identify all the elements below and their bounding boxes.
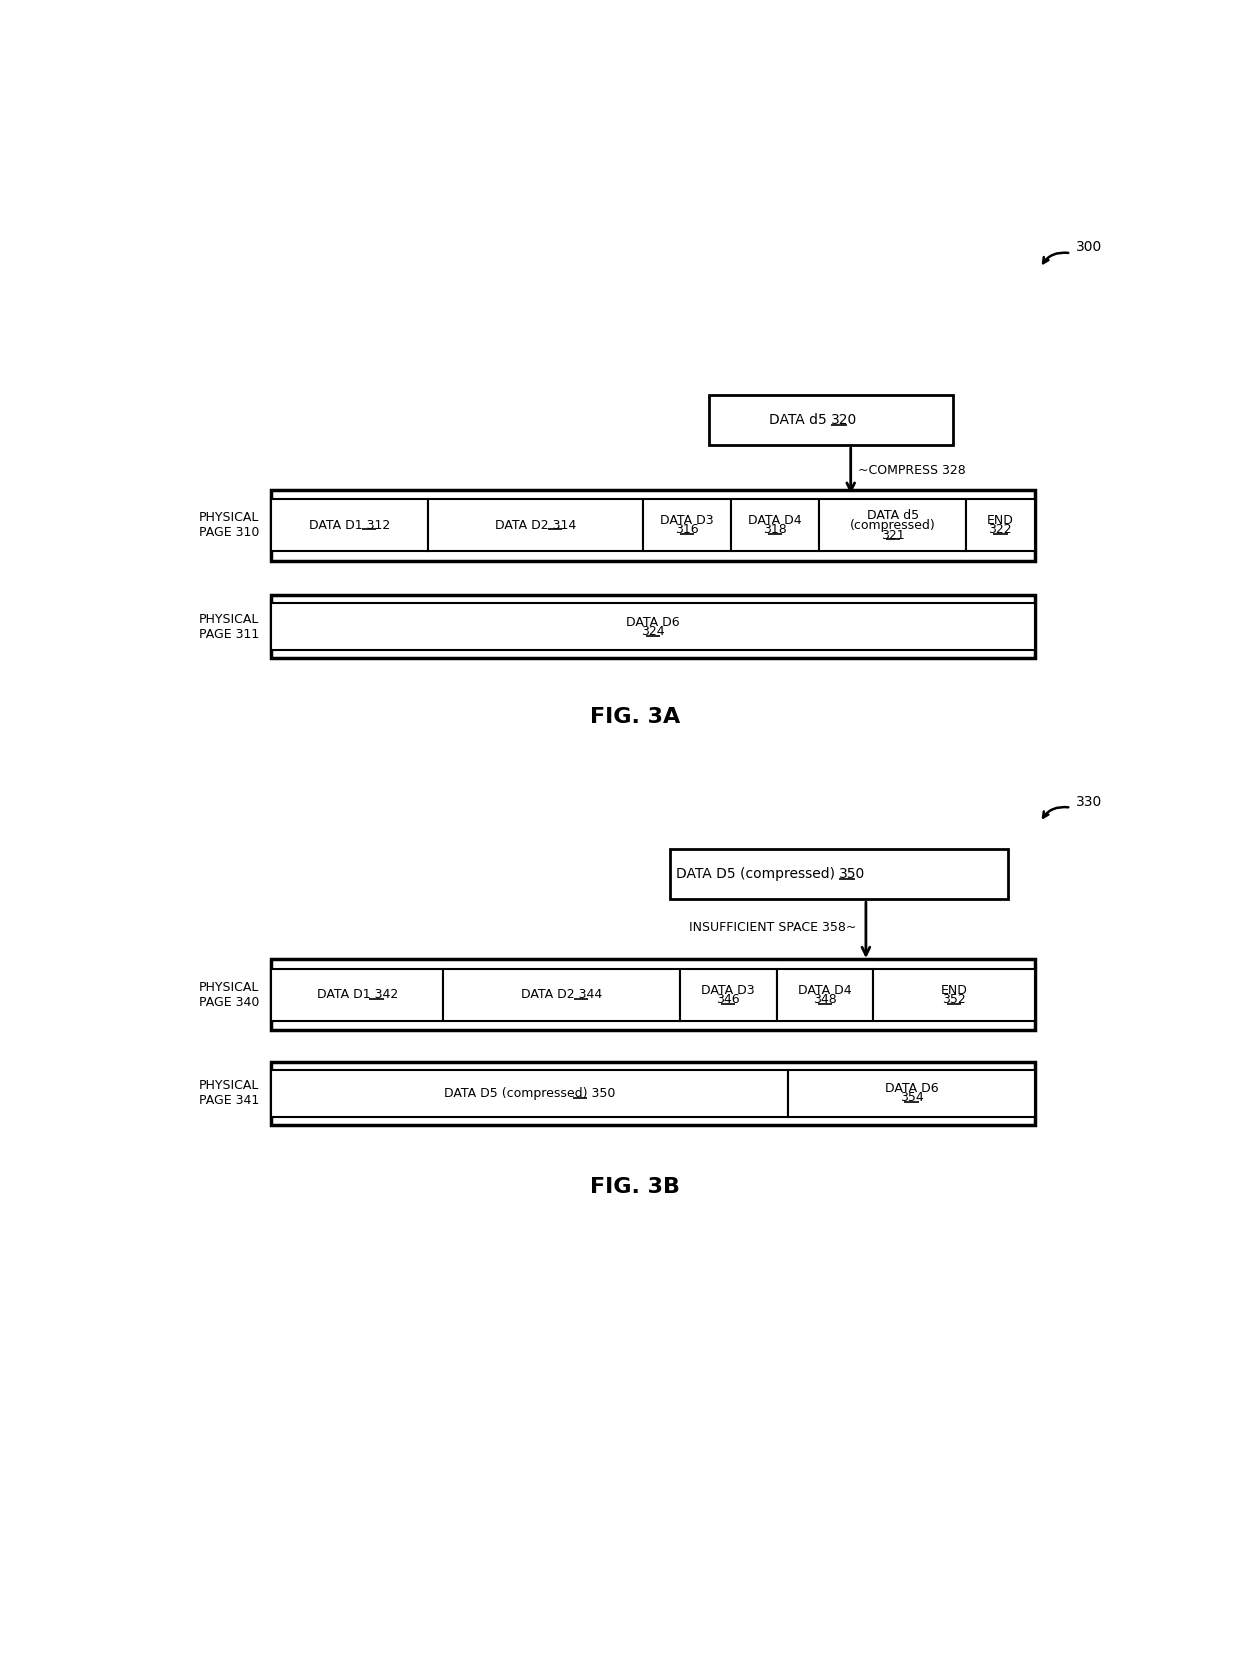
Text: 346: 346 — [717, 993, 740, 1006]
Text: DATA D4: DATA D4 — [799, 983, 852, 996]
Text: 321: 321 — [880, 528, 904, 541]
Bar — [443, 968, 680, 1021]
Text: 316: 316 — [676, 523, 699, 536]
Text: 320: 320 — [831, 414, 857, 427]
Text: DATA D1 312: DATA D1 312 — [309, 518, 391, 531]
Text: 330: 330 — [1076, 794, 1102, 809]
Text: 324: 324 — [641, 626, 665, 637]
Bar — [709, 396, 954, 445]
Bar — [272, 490, 1034, 561]
Text: PHYSICAL
PAGE 341: PHYSICAL PAGE 341 — [200, 1079, 259, 1107]
Text: FIG. 3B: FIG. 3B — [590, 1177, 681, 1197]
Bar — [272, 604, 1034, 650]
Text: PHYSICAL
PAGE 311: PHYSICAL PAGE 311 — [200, 612, 259, 640]
Text: DATA D1 342: DATA D1 342 — [316, 988, 398, 1001]
Bar — [732, 498, 820, 551]
Text: 350: 350 — [839, 867, 866, 880]
Bar — [272, 968, 443, 1021]
Text: DATA d5: DATA d5 — [769, 414, 831, 427]
Text: DATA D3: DATA D3 — [661, 515, 714, 526]
Text: DATA d5: DATA d5 — [867, 510, 919, 523]
Text: DATA D2 344: DATA D2 344 — [521, 988, 603, 1001]
Bar — [272, 596, 1034, 659]
Bar — [680, 968, 776, 1021]
Text: PHYSICAL
PAGE 340: PHYSICAL PAGE 340 — [200, 981, 259, 1010]
Bar — [776, 968, 873, 1021]
Text: PHYSICAL
PAGE 310: PHYSICAL PAGE 310 — [200, 511, 259, 540]
Text: DATA D3: DATA D3 — [702, 983, 755, 996]
Text: (compressed): (compressed) — [849, 518, 936, 531]
Text: 300: 300 — [1076, 240, 1102, 255]
Text: FIG. 3A: FIG. 3A — [590, 707, 681, 727]
Text: 352: 352 — [942, 993, 966, 1006]
Text: DATA D2 314: DATA D2 314 — [495, 518, 577, 531]
Text: DATA D6: DATA D6 — [884, 1082, 939, 1096]
Text: DATA D5 (compressed): DATA D5 (compressed) — [676, 867, 839, 880]
Text: ~COMPRESS 328: ~COMPRESS 328 — [858, 465, 966, 477]
Bar — [272, 1063, 1034, 1125]
Text: 348: 348 — [813, 993, 837, 1006]
Bar — [789, 1071, 1034, 1117]
Bar — [272, 498, 428, 551]
Text: END: END — [987, 515, 1014, 526]
Text: 354: 354 — [900, 1091, 924, 1104]
Text: DATA D4: DATA D4 — [749, 515, 802, 526]
Bar — [644, 498, 732, 551]
Bar — [671, 849, 1007, 899]
Bar — [820, 498, 966, 551]
Text: 318: 318 — [764, 523, 787, 536]
Text: DATA D6: DATA D6 — [626, 616, 680, 629]
Bar — [873, 968, 1034, 1021]
Bar — [272, 1071, 789, 1117]
Bar — [966, 498, 1034, 551]
Bar — [272, 960, 1034, 1029]
Text: INSUFFICIENT SPACE 358~: INSUFFICIENT SPACE 358~ — [689, 922, 857, 935]
Text: 322: 322 — [988, 523, 1012, 536]
Bar — [428, 498, 644, 551]
Text: END: END — [941, 983, 967, 996]
Text: DATA D5 (compressed) 350: DATA D5 (compressed) 350 — [444, 1087, 615, 1101]
